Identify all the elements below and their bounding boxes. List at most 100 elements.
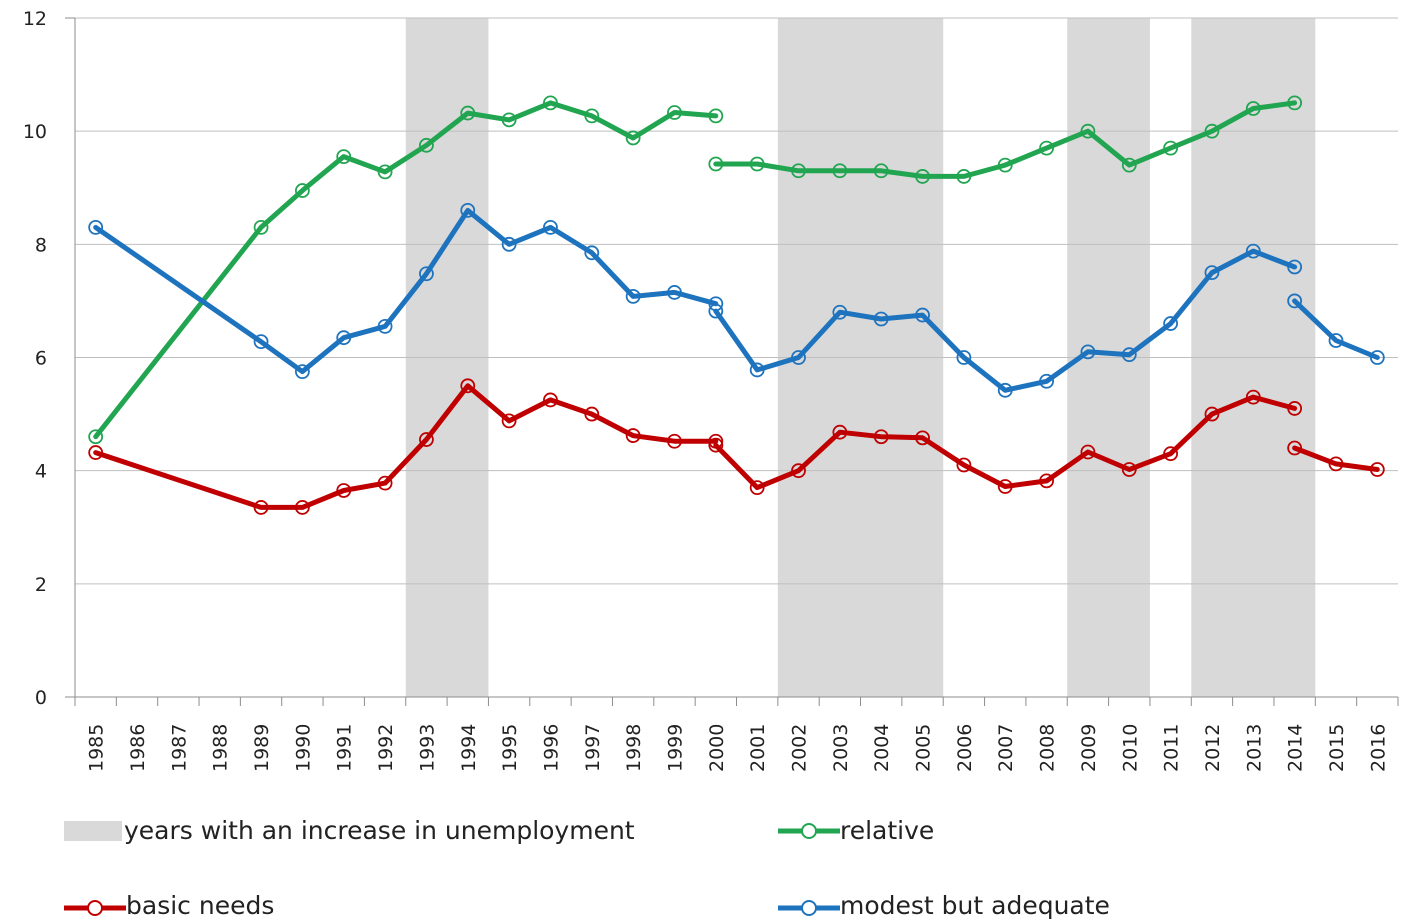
x-tick-label: 1994	[458, 724, 480, 772]
x-tick-label: 2007	[995, 724, 1017, 772]
data-point-modest-but-adequate	[667, 285, 682, 300]
legend-item-unemployment: years with an increase in unemployment	[64, 815, 635, 845]
data-point-basic-needs	[791, 463, 806, 479]
data-point-basic-needs	[1369, 462, 1385, 477]
legend-item-basic-needs: basic needs	[64, 890, 274, 920]
data-point-modest-but-adequate	[915, 307, 930, 323]
data-point-basic-needs	[708, 433, 724, 449]
data-point-modest-but-adequate	[1369, 350, 1385, 365]
x-tick-label: 2013	[1243, 724, 1265, 772]
x-tick-label: 1991	[334, 724, 356, 772]
data-point-basic-needs	[956, 457, 972, 473]
data-point-modest-but-adequate	[377, 318, 393, 334]
data-point-relative	[1204, 123, 1220, 139]
data-point-relative	[294, 183, 310, 198]
data-point-modest-but-adequate	[749, 362, 765, 378]
x-tick-label: 1993	[416, 724, 438, 772]
series-markers	[88, 95, 1385, 515]
data-point-basic-needs	[1163, 446, 1179, 462]
series-line-modest-but-adequate	[93, 207, 719, 375]
data-point-basic-needs	[1245, 389, 1261, 405]
data-point-basic-needs	[915, 430, 930, 446]
data-point-basic-needs	[1287, 440, 1303, 456]
data-point-relative	[873, 163, 889, 179]
data-point-modest-but-adequate	[1121, 347, 1137, 363]
data-point-basic-needs	[1328, 456, 1344, 472]
x-tick-label: 2006	[954, 724, 976, 772]
data-point-modest-but-adequate	[1287, 259, 1303, 275]
data-point-modest-but-adequate	[625, 288, 641, 304]
data-point-relative	[377, 164, 393, 180]
legend-modest-swatch	[778, 900, 840, 916]
x-tick-label: 1998	[623, 724, 645, 772]
axes: 0 2 4 6 8 10 12 1985 1986 1987 1988 1989 1990 1991 199…	[23, 8, 1399, 772]
data-point-relative	[997, 157, 1013, 173]
data-point-modest-but-adequate	[1287, 293, 1303, 309]
x-tick-label: 2014	[1285, 724, 1307, 772]
data-point-modest-but-adequate	[1245, 243, 1261, 259]
data-point-basic-needs	[625, 428, 641, 443]
x-tick-label: 1989	[251, 724, 273, 772]
x-tick-label: 2008	[1037, 724, 1059, 772]
legend-item-modest: modest but adequate	[778, 890, 1110, 920]
data-point-basic-needs	[708, 437, 724, 453]
data-point-modest-but-adequate	[873, 311, 889, 327]
legend-item-relative: relative	[778, 815, 934, 845]
x-tick-label: 2012	[1202, 724, 1224, 772]
data-point-relative	[1039, 140, 1054, 156]
data-point-basic-needs	[997, 479, 1013, 494]
legend-basic-needs-swatch	[64, 900, 126, 916]
data-point-modest-but-adequate	[791, 350, 806, 365]
x-tick-label: 2002	[789, 724, 811, 772]
data-point-relative	[956, 169, 972, 184]
x-tick-label: 1992	[375, 724, 397, 772]
x-tick-label: 1996	[540, 724, 562, 772]
y-tick-label: 10	[23, 121, 47, 143]
data-point-modest-but-adequate	[1039, 373, 1054, 389]
y-tick-label: 12	[23, 8, 47, 30]
data-point-modest-but-adequate	[584, 245, 600, 261]
data-point-basic-needs	[419, 432, 434, 447]
data-point-relative	[501, 112, 517, 128]
data-point-relative	[419, 137, 434, 153]
data-point-basic-needs	[377, 475, 393, 491]
data-point-modest-but-adequate	[1080, 344, 1096, 360]
x-tick-label: 2001	[747, 724, 769, 772]
data-point-relative	[460, 105, 476, 121]
x-tick-label: 1999	[664, 724, 686, 772]
data-point-basic-needs	[1204, 406, 1220, 422]
x-tick-label: 2009	[1078, 724, 1100, 772]
data-point-basic-needs	[88, 445, 104, 460]
data-point-relative	[1163, 140, 1179, 156]
data-point-basic-needs	[460, 378, 476, 394]
data-point-basic-needs	[543, 392, 558, 408]
data-point-modest-but-adequate	[419, 266, 434, 282]
data-point-relative	[625, 130, 641, 146]
series-line-modest-but-adequate	[1292, 298, 1380, 360]
y-tick-label: 8	[35, 234, 47, 256]
series-line-basic-needs	[1292, 445, 1380, 472]
y-tick-label: 2	[35, 574, 47, 596]
data-point-modest-but-adequate	[956, 350, 972, 365]
legend-label-basic-needs: basic needs	[126, 890, 275, 920]
data-point-modest-but-adequate	[1163, 316, 1179, 331]
data-point-modest-but-adequate	[253, 334, 269, 350]
data-point-modest-but-adequate	[336, 330, 352, 346]
data-point-relative	[915, 169, 930, 184]
data-point-relative	[584, 108, 600, 124]
data-point-modest-but-adequate	[501, 236, 517, 252]
data-point-relative	[1245, 101, 1261, 116]
data-point-basic-needs	[584, 406, 600, 422]
legend-label-unemployment: years with an increase in unemployment	[124, 815, 635, 845]
x-tick-label: 1985	[86, 724, 108, 772]
data-point-modest-but-adequate	[460, 202, 476, 218]
data-point-basic-needs	[253, 500, 269, 515]
data-point-relative	[832, 163, 848, 179]
y-tick-label: 4	[35, 461, 47, 483]
data-point-modest-but-adequate	[88, 219, 104, 235]
data-point-relative	[708, 156, 724, 172]
data-point-modest-but-adequate	[1204, 265, 1220, 281]
x-tick-label: 2010	[1119, 724, 1141, 772]
data-point-basic-needs	[336, 483, 352, 498]
data-point-relative	[791, 163, 806, 179]
